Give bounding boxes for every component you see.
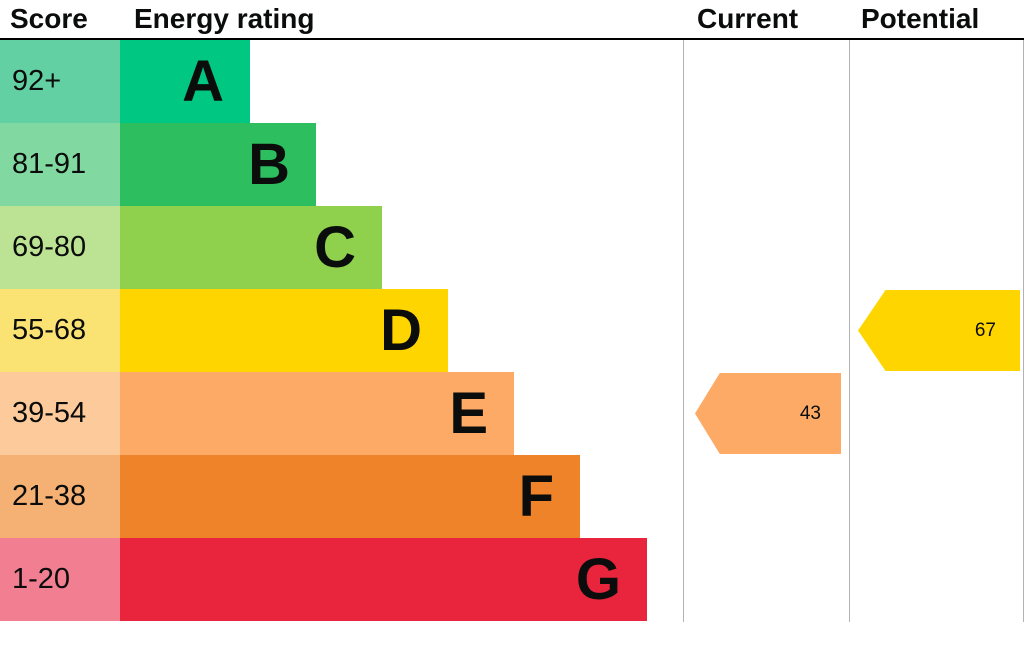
rating-bar: B	[120, 123, 316, 206]
band-letter: A	[182, 48, 224, 114]
band-letter: D	[380, 297, 422, 363]
band-row-e: 39-54 E	[0, 372, 683, 455]
band-row-b: 81-91 B	[0, 123, 683, 206]
rating-bar: G	[120, 538, 647, 621]
band-row-d: 55-68 D	[0, 289, 683, 372]
current-arrow: 43	[695, 373, 841, 454]
score-cell: 81-91	[0, 123, 120, 206]
band-row-c: 69-80 C	[0, 206, 683, 289]
score-cell: 1-20	[0, 538, 120, 621]
score-cell: 21-38	[0, 455, 120, 538]
header-score: Score	[10, 3, 88, 34]
current-value: 43	[799, 402, 821, 424]
band-rows: 92+ A 81-91 B 69-80 C 55-68 D 39-54 E 21…	[0, 40, 683, 621]
score-cell: 39-54	[0, 372, 120, 455]
band-letter: G	[575, 546, 621, 612]
band-letter: C	[314, 214, 356, 280]
score-cell: 69-80	[0, 206, 120, 289]
header-energy-rating: Energy rating	[134, 3, 315, 34]
rating-bar: C	[120, 206, 382, 289]
band-row-f: 21-38 F	[0, 455, 683, 538]
band-row-g: 1-20 G	[0, 538, 683, 621]
band-letter: B	[248, 131, 290, 197]
band-row-a: 92+ A	[0, 40, 683, 123]
score-cell: 55-68	[0, 289, 120, 372]
rating-bar: A	[120, 40, 250, 123]
header-row: Score Energy rating Current Potential	[0, 0, 1024, 40]
band-letter: F	[518, 463, 554, 529]
score-cell: 92+	[0, 40, 120, 123]
potential-arrow: 67	[858, 290, 1020, 371]
potential-value: 67	[974, 319, 996, 341]
header-potential: Potential	[861, 3, 980, 34]
current-column: 43	[683, 0, 849, 622]
rating-bar: D	[120, 289, 448, 372]
rating-bar: F	[120, 455, 580, 538]
header-current: Current	[697, 3, 799, 34]
rating-bar: E	[120, 372, 514, 455]
band-letter: E	[449, 380, 488, 446]
potential-column: 67	[849, 0, 1024, 622]
